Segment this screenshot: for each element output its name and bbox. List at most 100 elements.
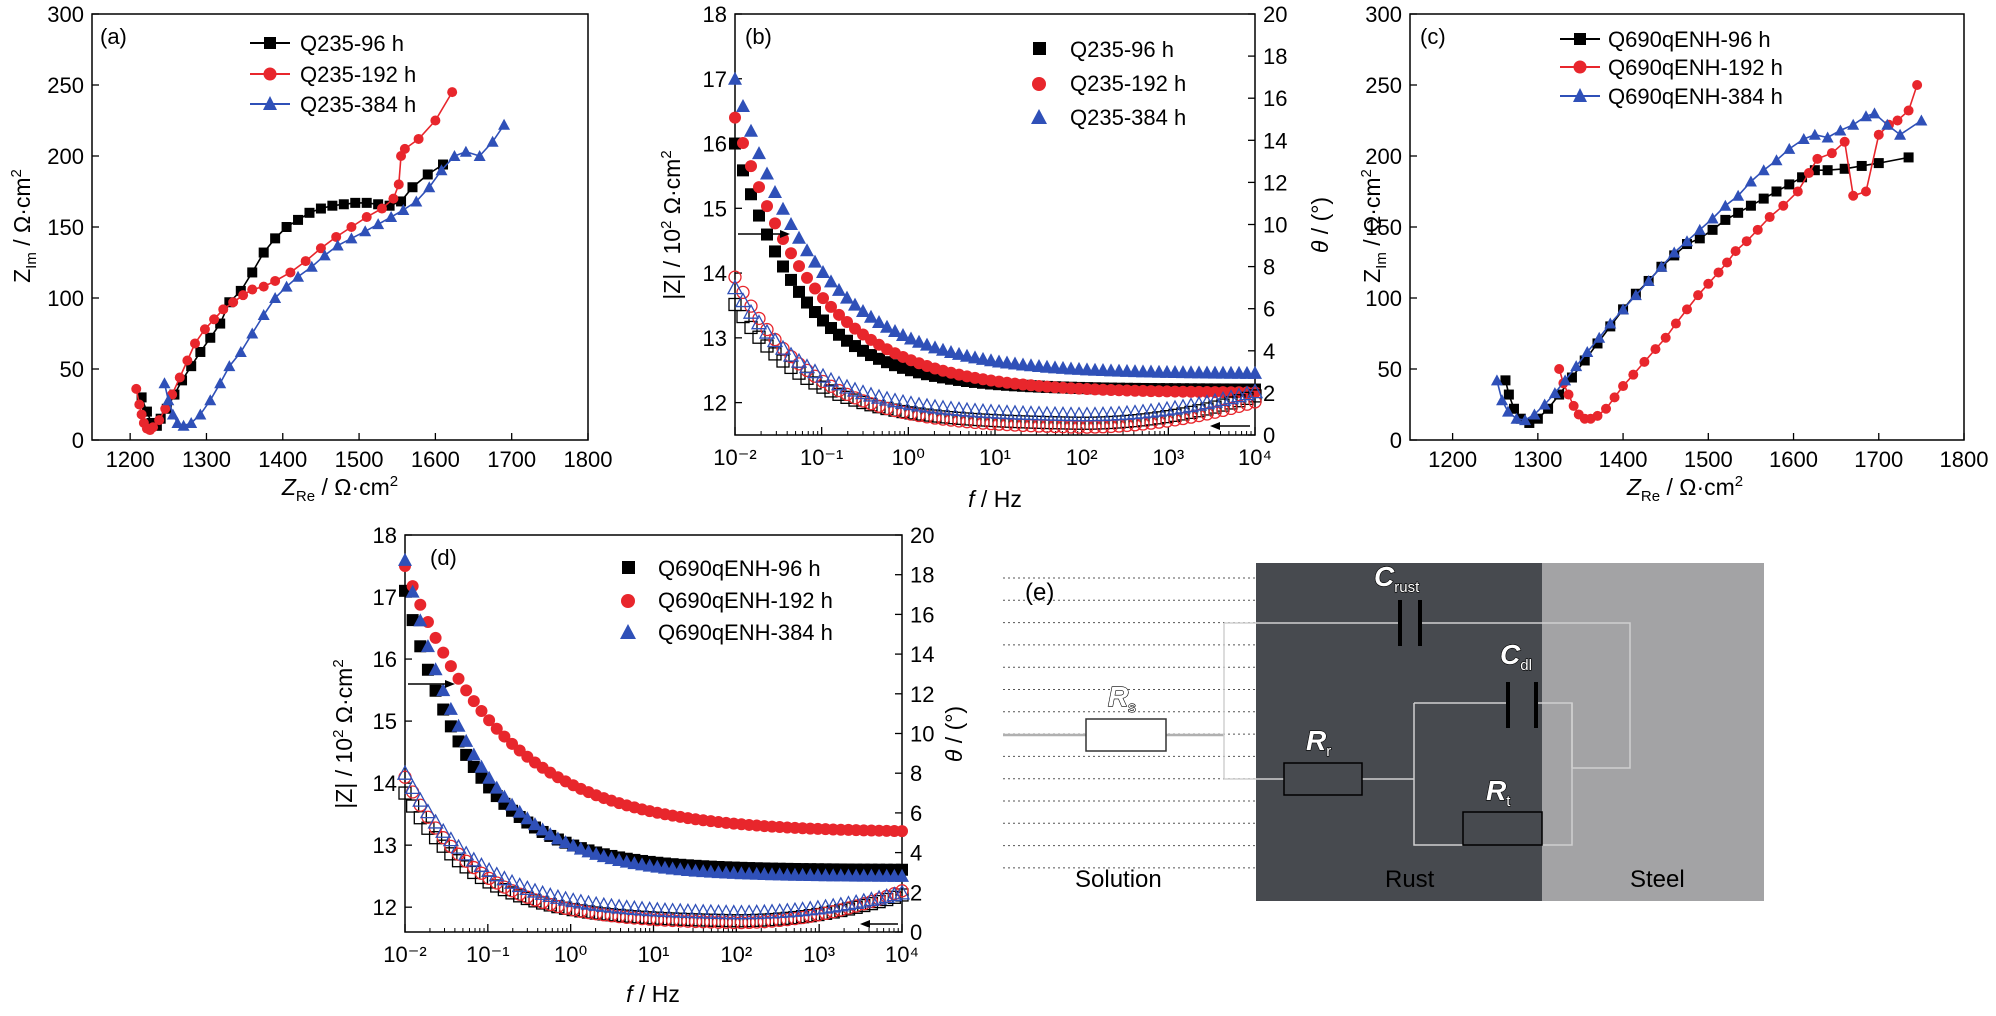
b-point — [806, 363, 824, 379]
d-point — [442, 831, 459, 847]
b-point — [1104, 415, 1118, 430]
b-point — [737, 137, 749, 150]
d-point — [656, 901, 674, 917]
panel-b-ylabel2: θ / (°) — [1307, 197, 1333, 253]
d-point — [650, 912, 664, 927]
b-point — [918, 397, 936, 413]
c-point — [1496, 394, 1509, 406]
b-point — [958, 401, 976, 417]
d-point — [488, 866, 505, 882]
b-point — [729, 111, 741, 124]
legend-d-label-1: Q690qENH-192 h — [658, 588, 833, 613]
a-xtick-label: 1400 — [258, 447, 307, 472]
b-point — [968, 412, 982, 427]
a-point — [407, 182, 418, 193]
b-point — [824, 384, 838, 398]
d-point — [543, 827, 558, 841]
b-point — [840, 387, 854, 402]
c-point — [1812, 153, 1823, 164]
b-y2tick-label: 8 — [1263, 255, 1275, 280]
c-point — [1745, 200, 1756, 211]
b-point — [830, 375, 848, 391]
b-point — [1054, 406, 1072, 422]
d-y2tick-label: 10 — [910, 722, 934, 747]
b-point — [745, 188, 757, 201]
c-point — [1903, 105, 1914, 116]
d-point — [505, 797, 520, 811]
d-point — [626, 899, 643, 915]
d-point — [526, 882, 544, 898]
a-point — [148, 422, 159, 433]
svg-text:|Z| / 102 Ω·cm2: |Z| / 102 Ω·cm2 — [658, 150, 685, 299]
b-point — [928, 340, 942, 354]
legend-c-marker-1 — [1573, 60, 1587, 74]
d-point — [687, 903, 704, 919]
b-point — [848, 297, 862, 311]
b-point — [808, 376, 822, 390]
b-point — [1080, 416, 1094, 430]
d-point — [627, 911, 642, 925]
panel-a-ylabel: ZIm / Ω·cm2 — [8, 169, 40, 283]
c-point — [1538, 398, 1551, 410]
b-point — [846, 381, 864, 397]
d-point — [574, 904, 588, 918]
c-point — [1764, 212, 1775, 223]
a-point — [361, 197, 372, 208]
a-ytick-label: 200 — [47, 144, 84, 169]
a-point — [315, 243, 326, 254]
b-point — [816, 380, 830, 394]
b-point — [809, 282, 821, 295]
b-point — [742, 303, 760, 319]
b-point — [776, 201, 790, 215]
b-point — [736, 98, 750, 112]
legend-b-label-1: Q235-192 h — [1070, 71, 1186, 96]
b-point — [878, 390, 896, 406]
a-point — [384, 200, 395, 211]
b-point — [768, 184, 782, 198]
b-point — [785, 247, 797, 260]
panel-e-equivalent-circuit: (e) Solution Rust Steel Rs Rr Rt Crus — [1003, 560, 1764, 901]
c-point — [1903, 152, 1914, 163]
a-point — [315, 203, 326, 214]
c-point — [1563, 389, 1574, 400]
b-point — [1062, 406, 1080, 422]
a-point — [190, 338, 201, 349]
b-y2tick-label: 18 — [1263, 44, 1287, 69]
d-point — [702, 903, 719, 919]
b-point — [950, 401, 968, 417]
a-point — [338, 199, 349, 210]
b-point — [766, 332, 784, 348]
a-point — [376, 203, 387, 214]
d-ytick-label: 17 — [373, 585, 397, 610]
a-point — [166, 408, 179, 420]
b-point — [1024, 415, 1038, 429]
c-point — [1826, 148, 1837, 159]
d-point — [893, 884, 911, 900]
c-point — [1618, 381, 1629, 392]
a-point — [346, 222, 357, 232]
c-xtick-label: 1300 — [1513, 447, 1562, 472]
c-ytick-label: 200 — [1365, 144, 1402, 169]
b-point — [833, 308, 845, 321]
d-point — [451, 718, 466, 732]
steel-label: Steel — [1630, 866, 1685, 893]
b-point — [1078, 406, 1096, 422]
d-point — [581, 905, 596, 920]
d-point — [398, 552, 412, 566]
b-point — [982, 403, 1000, 419]
a-point — [447, 87, 458, 98]
a-ytick-label: 100 — [47, 286, 84, 311]
b-point — [824, 274, 838, 288]
svg-text:ZIm / Ω·cm2: ZIm / Ω·cm2 — [1358, 169, 1390, 283]
b-point — [1006, 404, 1024, 420]
svg-text:|Z| / 102 Ω·cm2: |Z| / 102 Ω·cm2 — [330, 659, 357, 808]
a-point — [215, 318, 226, 329]
a-point — [350, 197, 361, 208]
panel-b-arrowhead-left — [780, 230, 790, 238]
legend-b-marker-2 — [1031, 109, 1047, 124]
b-point — [734, 292, 752, 308]
c-point — [1757, 164, 1770, 176]
a-point — [194, 408, 207, 420]
d-point — [473, 857, 490, 873]
a-point — [204, 394, 217, 406]
